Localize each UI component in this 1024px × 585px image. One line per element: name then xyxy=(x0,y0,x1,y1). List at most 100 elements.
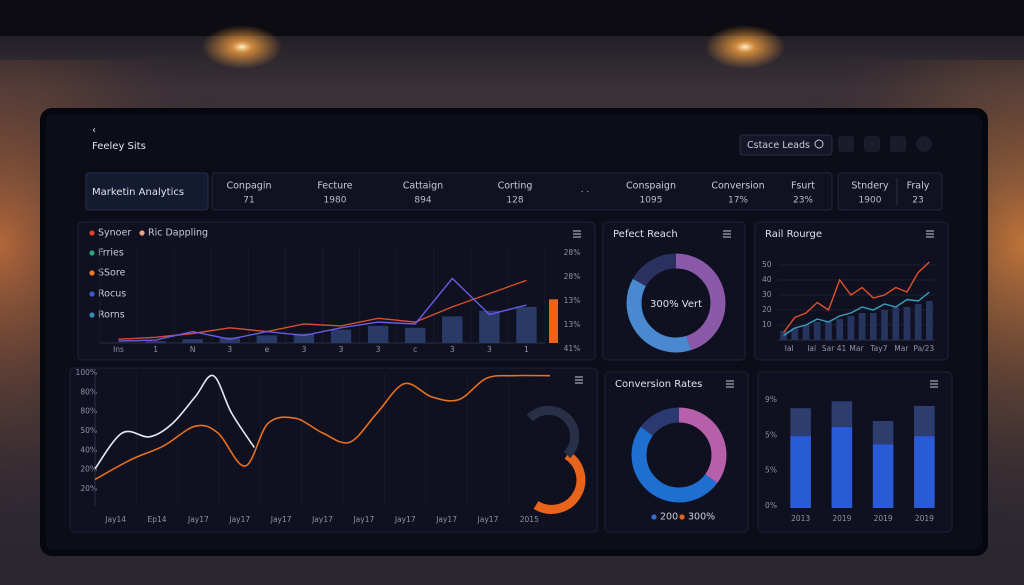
icon-button[interactable] xyxy=(916,136,932,152)
panel-layer: Conversion Rates 200 300% xyxy=(604,371,749,533)
kpi-label: Conversion xyxy=(711,181,764,192)
search-text: Cstace Leads xyxy=(747,140,810,151)
y-tick-label: 40% xyxy=(80,445,97,454)
bar xyxy=(330,329,352,343)
bar xyxy=(813,322,821,340)
y-tick-label: 28% xyxy=(564,272,581,281)
x-tick-label: Sar 41 xyxy=(822,344,847,353)
x-tick-label: c xyxy=(413,345,417,354)
panel xyxy=(604,371,749,533)
icon-button[interactable] xyxy=(890,136,906,152)
bar xyxy=(182,339,203,343)
line-series xyxy=(118,279,527,340)
panel-title: Pefect Reach xyxy=(613,229,678,240)
kpi-value: 1900 xyxy=(859,196,882,206)
bar xyxy=(869,313,877,340)
legend-swatch xyxy=(651,514,657,520)
y-tick-label: 0% xyxy=(765,501,777,510)
kpi-value: 894 xyxy=(414,196,431,206)
y-tick-label: 80% xyxy=(80,407,97,416)
panel-title: Rail Rourge xyxy=(765,229,822,240)
bar-segment xyxy=(872,421,894,445)
line-series xyxy=(94,374,255,470)
x-tick-label: 3 xyxy=(376,345,381,354)
x-tick-label: Tay7 xyxy=(869,344,887,353)
x-tick-label: Pa/23 xyxy=(913,344,934,353)
bar xyxy=(367,325,389,343)
x-tick-label: Jay17 xyxy=(311,515,333,524)
legend-swatch xyxy=(679,514,685,520)
bar xyxy=(892,307,900,340)
kpi-label: Fsurt xyxy=(791,181,815,192)
x-tick-label: Jay17 xyxy=(187,515,209,524)
y-tick-label: 28% xyxy=(564,248,581,257)
legend-label: Rorns xyxy=(98,310,125,321)
x-tick-label: 2019 xyxy=(832,514,851,523)
bar xyxy=(914,304,922,340)
kpi-label: Conspaign xyxy=(626,181,676,192)
x-tick-label: Jay17 xyxy=(394,515,416,524)
y-tick-label: 50 xyxy=(762,260,772,269)
legend-label: SSore xyxy=(98,268,126,279)
y-tick-label: 13% xyxy=(564,296,581,305)
bar-segment xyxy=(790,436,811,508)
panel xyxy=(77,221,596,361)
bar-segment xyxy=(914,405,935,437)
back-arrow[interactable]: ‹ xyxy=(92,125,96,136)
bar xyxy=(442,316,463,343)
search-box[interactable] xyxy=(739,134,833,156)
search-icon[interactable] xyxy=(814,139,824,149)
bar xyxy=(926,301,933,340)
kpi-value: 23 xyxy=(912,196,923,206)
line-series xyxy=(118,277,527,342)
kpi-title: Marketin Analytics xyxy=(92,187,184,198)
bar xyxy=(847,316,855,340)
icon-button[interactable] xyxy=(838,136,854,152)
x-tick-label: 3 xyxy=(339,345,344,354)
legend-swatch xyxy=(89,250,95,256)
bar-segment xyxy=(831,426,853,508)
x-tick-label: Jay17 xyxy=(270,515,292,524)
kpi-value: 71 xyxy=(243,196,254,206)
y-tick-label: 80% xyxy=(80,387,97,396)
bar-segment xyxy=(790,408,811,437)
x-tick-label: Ins xyxy=(113,345,124,354)
legend-swatch xyxy=(89,312,95,318)
bar xyxy=(903,307,911,340)
x-tick-label: Ep14 xyxy=(148,515,167,524)
x-tick-label: 2013 xyxy=(791,514,810,523)
icon-button[interactable] xyxy=(864,136,880,152)
donut-segment xyxy=(631,407,727,503)
bar xyxy=(479,310,500,343)
line-series xyxy=(94,374,551,481)
legend-label: Ric Dappling xyxy=(148,228,208,239)
x-tick-label: Ial xyxy=(807,344,816,353)
x-tick-label: Jay14 xyxy=(104,515,126,524)
x-tick-label: e xyxy=(265,345,270,354)
y-tick-label: 13% xyxy=(564,320,581,329)
kpi-value: 1095 xyxy=(640,196,663,206)
y-tick-label: 10 xyxy=(762,320,772,329)
x-tick-label: 3 xyxy=(227,345,232,354)
kpi-label: Cattaign xyxy=(403,181,443,192)
y-tick-label: 100% xyxy=(76,368,97,377)
x-tick-label: Jay17 xyxy=(228,515,250,524)
x-tick-label: Jay17 xyxy=(435,515,457,524)
bar xyxy=(516,306,537,343)
ceiling-light xyxy=(202,25,282,69)
x-tick-label: 3 xyxy=(487,345,492,354)
kpi-title-box xyxy=(85,172,209,211)
donut-segment xyxy=(626,253,726,353)
y-tick-label: 5% xyxy=(765,466,777,475)
bar-segment xyxy=(914,436,935,508)
x-tick-label: 2019 xyxy=(915,514,934,523)
y-tick-label: 40 xyxy=(762,275,772,284)
kpi-label: Conpagin xyxy=(226,181,271,192)
bar xyxy=(825,322,832,340)
highlight-bar xyxy=(549,299,558,343)
kpi-strip xyxy=(837,172,943,211)
gauge-track xyxy=(526,405,580,459)
x-tick-label: 2015 xyxy=(520,515,539,524)
